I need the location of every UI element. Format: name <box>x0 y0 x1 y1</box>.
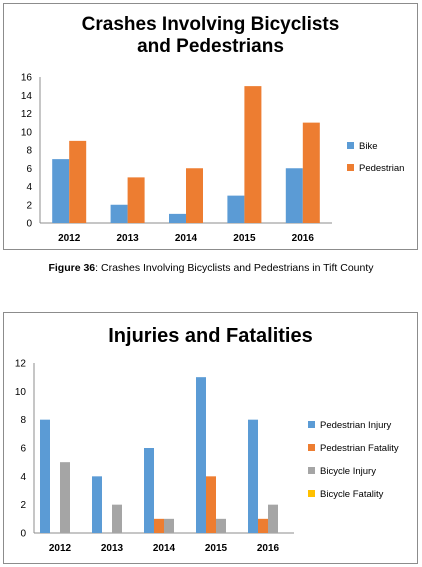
bar <box>40 419 50 533</box>
bar <box>248 419 258 533</box>
bar <box>112 504 122 533</box>
bar <box>206 476 216 533</box>
x-tick-label: 2016 <box>292 233 315 244</box>
y-tick-label: 12 <box>15 359 27 370</box>
chart-title: Crashes Involving Bicyclists and Pedestr… <box>81 14 340 57</box>
y-tick-label: 10 <box>21 127 33 138</box>
bar <box>69 140 87 223</box>
x-tick-label: 2013 <box>116 233 139 244</box>
x-tick-label: 2012 <box>58 233 81 244</box>
legend-swatch <box>347 164 354 171</box>
legend-swatch <box>308 467 315 474</box>
bar <box>164 518 174 533</box>
chart-injuries-svg: 0 2 4 6 8 10 12 2012 2013 2014 2015 2016 Pedestrian … <box>15 359 399 555</box>
legend-entry: Bicycle Injury <box>320 466 376 477</box>
y-tick-label: 2 <box>20 500 26 511</box>
chart-title: Injuries and Fatalities <box>108 325 313 347</box>
bar <box>268 504 278 533</box>
chart-crashes-svg: 0 2 4 6 8 10 12 14 16 2012 2013 2014 2015 2016 Bike Ped… <box>21 73 405 245</box>
legend-swatch <box>347 142 354 149</box>
bar <box>144 448 154 533</box>
y-tick-label: 0 <box>20 529 26 540</box>
bar <box>110 204 128 223</box>
figure-caption-label: Figure 36 <box>48 262 96 274</box>
bar <box>302 122 320 223</box>
y-tick-label: 0 <box>26 219 32 230</box>
bar <box>186 168 203 223</box>
bar <box>154 518 164 533</box>
y-tick-label: 8 <box>20 415 26 426</box>
y-tick-label: 14 <box>21 91 33 102</box>
bar <box>285 168 303 223</box>
x-tick-label: 2014 <box>175 233 198 244</box>
legend-swatch <box>308 490 315 497</box>
bar <box>52 159 70 223</box>
x-tick-label: 2014 <box>153 543 176 554</box>
y-tick-label: 4 <box>26 182 32 193</box>
bar <box>92 476 102 533</box>
bar <box>60 462 70 533</box>
x-tick-label: 2012 <box>49 543 72 554</box>
y-tick-label: 16 <box>21 73 33 84</box>
bar <box>169 213 186 223</box>
legend-entry: Bicycle Fatality <box>320 489 384 500</box>
legend-swatch <box>308 444 315 451</box>
y-tick-label: 8 <box>26 146 32 157</box>
chart-crashes: Crashes Involving Bicyclists and Pedestr… <box>3 3 418 250</box>
y-tick-label: 2 <box>26 200 32 211</box>
bar <box>127 177 145 223</box>
x-tick-label: 2016 <box>257 543 280 554</box>
legend-entry: Pedestrian <box>359 163 404 174</box>
y-tick-label: 4 <box>20 472 26 483</box>
y-tick-label: 12 <box>21 109 33 120</box>
chart-injuries-fatalities: Injuries and Fatalities 0 2 4 6 8 10 12 2012 201… <box>3 312 418 564</box>
x-tick-label: 2015 <box>205 543 228 554</box>
y-tick-label: 6 <box>20 444 26 455</box>
legend-swatch <box>308 421 315 428</box>
legend-entry: Bike <box>359 141 377 152</box>
x-tick-label: 2015 <box>233 233 256 244</box>
bar <box>196 377 206 533</box>
bar <box>244 86 262 223</box>
bar <box>258 518 268 533</box>
figure-caption: Figure 36: Crashes Involving Bicyclists … <box>0 262 422 274</box>
bar <box>227 195 245 223</box>
y-tick-label: 10 <box>15 387 27 398</box>
x-tick-label: 2013 <box>101 543 124 554</box>
bar <box>216 518 226 533</box>
y-tick-label: 6 <box>26 164 32 175</box>
legend-entry: Pedestrian Fatality <box>320 443 399 454</box>
figure-caption-text: : Crashes Involving Bicyclists and Pedes… <box>95 262 374 274</box>
legend-entry: Pedestrian Injury <box>320 420 392 431</box>
